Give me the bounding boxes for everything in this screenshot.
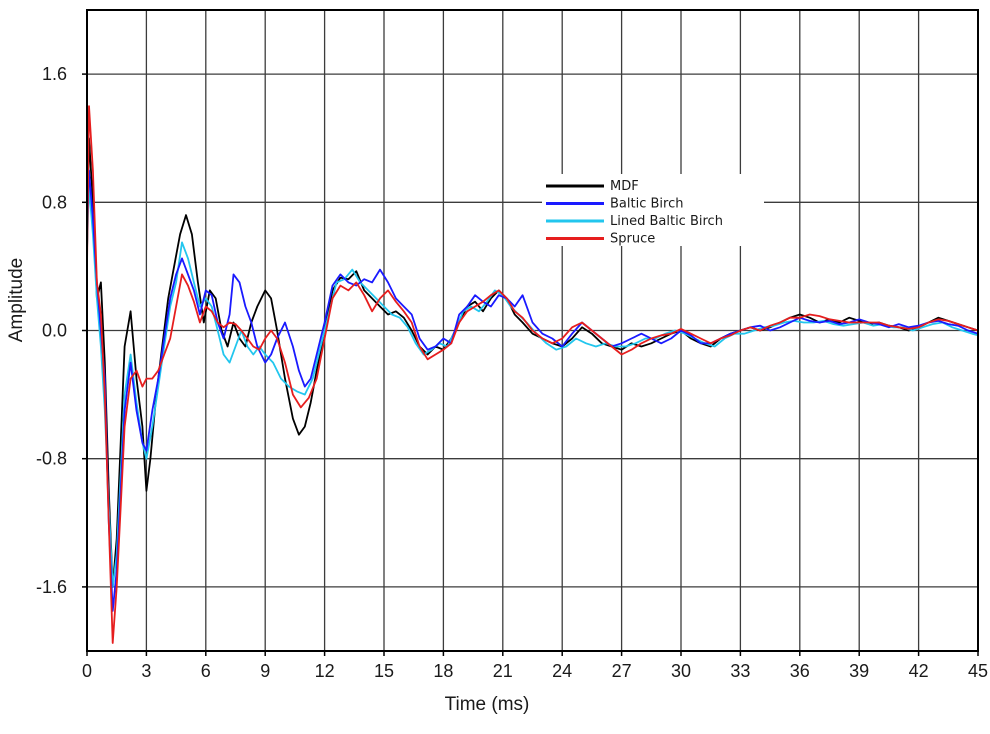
legend: MDF Baltic Birch Lined Baltic Birch Spruce (542, 174, 764, 247)
x-tick-label: 27 (612, 661, 632, 681)
series-layer (86, 105, 979, 644)
x-tick-label: 42 (909, 661, 929, 681)
legend-label: Spruce (610, 232, 655, 247)
y-tick-label: 1.6 (42, 64, 67, 84)
y-tick-label: 0.8 (42, 192, 67, 212)
x-axis-ticks: 0 3 6 9 12 15 18 21 24 27 30 33 36 39 42 45 (82, 651, 988, 681)
x-tick-label: 15 (374, 661, 394, 681)
x-tick-label: 3 (141, 661, 151, 681)
x-tick-label: 36 (790, 661, 810, 681)
legend-label: MDF (610, 179, 639, 194)
x-tick-label: 45 (968, 661, 988, 681)
x-axis-title: Time (ms) (445, 694, 530, 715)
y-tick-label: 0.0 (42, 321, 67, 341)
series-line-spruce (86, 105, 979, 644)
y-axis-title: Amplitude (6, 258, 27, 343)
x-tick-label: 21 (493, 661, 513, 681)
x-tick-label: 12 (315, 661, 335, 681)
y-tick-label: -1.6 (36, 577, 67, 597)
x-tick-label: 30 (671, 661, 691, 681)
series-line-lined-baltic-birch (86, 185, 979, 588)
y-axis-ticks: 1.6 0.8 0.0 -0.8 -1.6 (36, 64, 87, 597)
x-tick-label: 33 (730, 661, 750, 681)
y-tick-label: -0.8 (36, 449, 67, 469)
x-tick-label: 39 (849, 661, 869, 681)
series-line-baltic-birch (86, 169, 979, 612)
x-tick-label: 24 (552, 661, 572, 681)
legend-label: Lined Baltic Birch (610, 214, 723, 229)
x-tick-label: 0 (82, 661, 92, 681)
x-tick-label: 6 (201, 661, 211, 681)
x-tick-label: 18 (433, 661, 453, 681)
x-tick-label: 9 (260, 661, 270, 681)
legend-label: Baltic Birch (610, 197, 683, 212)
